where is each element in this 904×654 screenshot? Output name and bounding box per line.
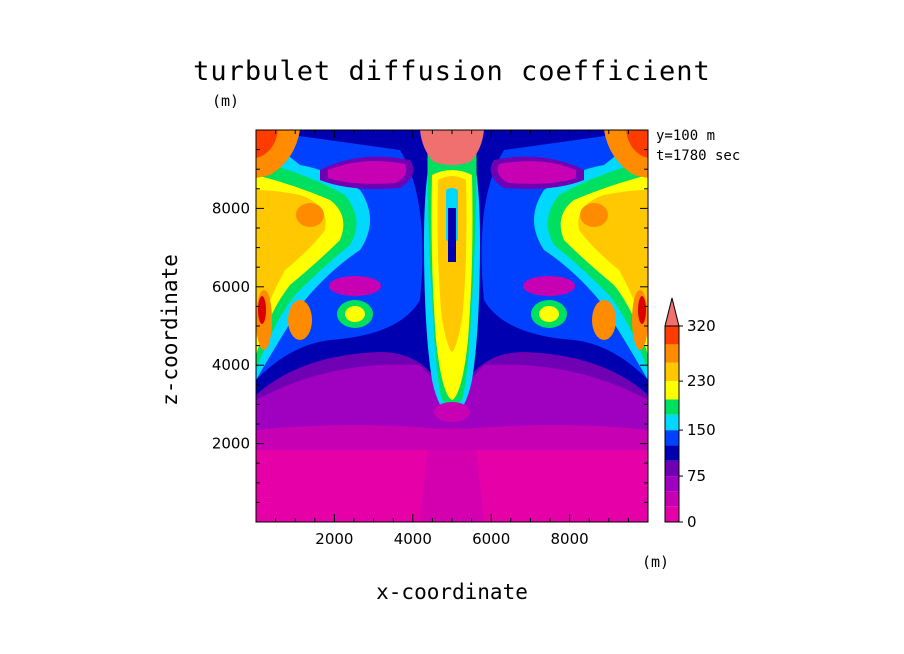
colorbar-band: [665, 506, 679, 522]
contour-band: [626, 130, 648, 158]
contour-band: [578, 190, 648, 340]
colorbar-label: 0: [687, 513, 697, 531]
colorbar-band: [665, 430, 679, 446]
colorbar-label: 75: [687, 467, 706, 485]
contour-band: [592, 300, 616, 340]
colorbar: 0 75 150 230 320: [664, 297, 716, 531]
colorbar-band: [665, 381, 679, 400]
contour-band: [256, 190, 326, 340]
x-tick-label: 4000: [394, 530, 432, 548]
colorbar-band: [665, 344, 679, 363]
colorbar-band: [665, 326, 679, 345]
contour-band: [328, 161, 407, 184]
contour-band: [345, 306, 365, 322]
contour-band: [638, 296, 646, 324]
contour-band: [523, 276, 575, 296]
contour-band: [256, 130, 278, 158]
contour-band: [497, 161, 576, 184]
y-tick-label: 6000: [212, 278, 250, 296]
contour-band: [448, 208, 456, 262]
contour-band: [580, 203, 608, 227]
time-annotation: t=1780 sec: [656, 148, 741, 164]
colorbar-band: [665, 414, 679, 431]
y-tick-label: 2000: [212, 435, 250, 453]
contour-band: [539, 306, 559, 322]
contour-band: [296, 203, 324, 227]
colorbar-band: [665, 399, 679, 415]
contour-band: [288, 300, 312, 340]
colorbar-label: 230: [687, 372, 716, 390]
chart-title: turbulet diffusion coefficient: [193, 56, 711, 87]
colorbar-extend-arrow: [664, 297, 680, 327]
x-tick-label: 6000: [472, 530, 510, 548]
colorbar-band: [665, 445, 679, 461]
contour-band: [420, 427, 484, 522]
colorbar-label: 150: [687, 421, 716, 439]
contour-band: [420, 130, 484, 165]
y-unit-label: (m): [212, 92, 240, 110]
colorbar-frame: [664, 325, 680, 523]
colorbar-label: 320: [687, 317, 716, 335]
colorbar-band: [665, 460, 679, 477]
y-tick-label: 8000: [212, 199, 250, 217]
x-axis-label: x-coordinate: [376, 580, 528, 604]
colorbar-band: [665, 476, 679, 492]
x-unit-label: (m): [642, 553, 670, 571]
contour-field: [256, 130, 648, 522]
axes: 2000 4000 6000 8000 2000 4000 6000 8000: [212, 130, 648, 548]
contour-band: [329, 276, 381, 296]
x-tick-label: 2000: [315, 530, 353, 548]
contour-band: [434, 402, 470, 422]
colorbar-band: [665, 491, 679, 507]
contour-band: [258, 296, 266, 324]
x-tick-label: 8000: [551, 530, 589, 548]
y-position-annotation: y=100 m: [656, 128, 716, 144]
contour-band: [437, 176, 467, 352]
y-tick-label: 4000: [212, 356, 250, 374]
colorbar-band: [665, 362, 679, 382]
